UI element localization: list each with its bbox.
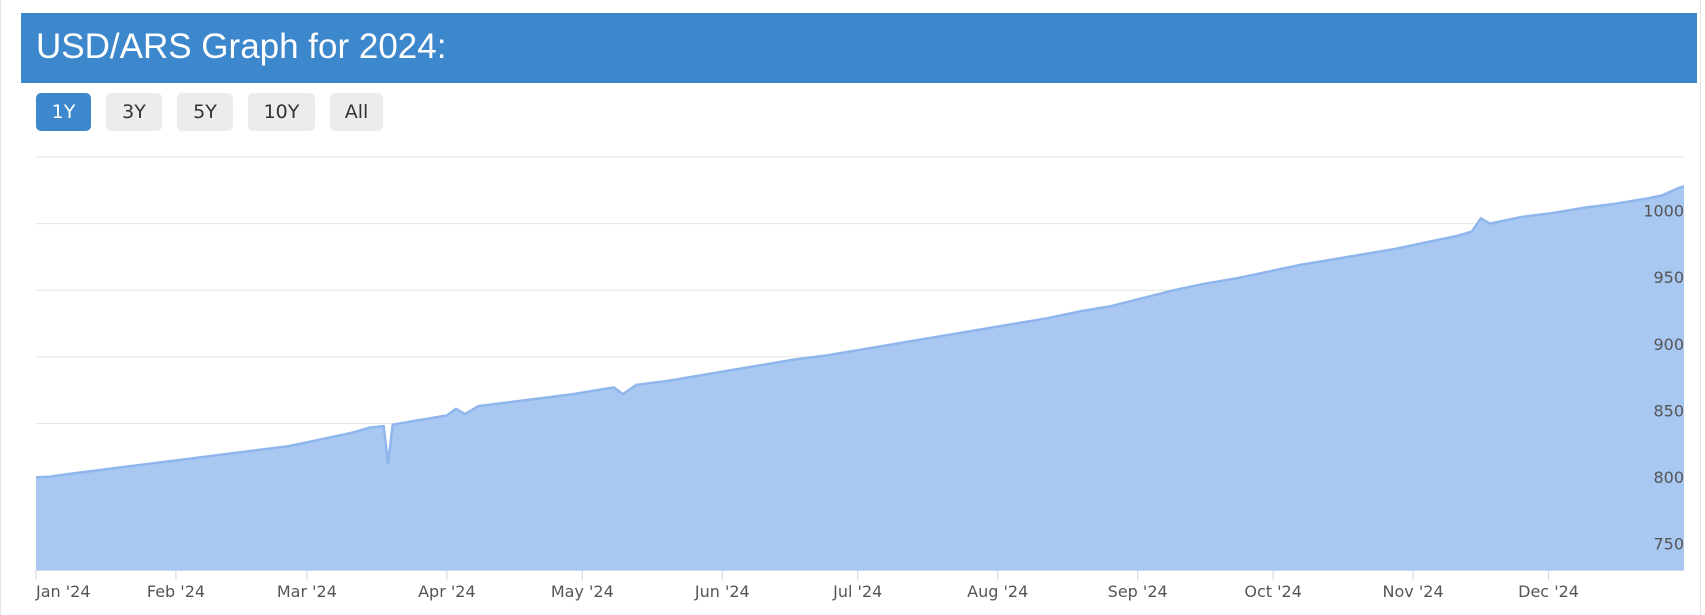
- x-tick-label: Aug '24: [967, 582, 1028, 601]
- range-10y-button[interactable]: 10Y: [248, 93, 315, 131]
- range-all-button[interactable]: All: [330, 93, 383, 131]
- y-tick-label: 1000: [1643, 202, 1684, 221]
- right-border-line: [1700, 0, 1701, 615]
- chart-header: USD/ARS Graph for 2024:: [21, 13, 1697, 83]
- chart-title: USD/ARS Graph for 2024:: [36, 27, 447, 66]
- area-series-line: [35, 185, 1685, 479]
- area-series-fill: [36, 186, 1684, 570]
- x-tick-label: Sep '24: [1108, 582, 1168, 601]
- x-tick-label: Oct '24: [1244, 582, 1302, 601]
- x-tick-label: Jun '24: [694, 582, 750, 601]
- y-tick-label: 750: [1653, 535, 1684, 554]
- x-tick-label: Apr '24: [418, 582, 476, 601]
- x-tick-label: May '24: [551, 582, 614, 601]
- range-1y-button[interactable]: 1Y: [36, 93, 91, 131]
- range-3y-button[interactable]: 3Y: [106, 93, 162, 131]
- usd-ars-area-chart: 750 800 850 900 950 1000 Jan '24 Feb '24 Mar '24…: [35, 156, 1685, 601]
- y-tick-label: 950: [1653, 268, 1684, 287]
- x-tick-label: Jul '24: [832, 582, 882, 601]
- x-tick-label: Nov '24: [1383, 582, 1444, 601]
- y-tick-label: 850: [1653, 401, 1684, 420]
- range-5y-button[interactable]: 5Y: [177, 93, 233, 131]
- x-tick-label: Jan '24: [35, 582, 91, 601]
- x-tick-label: Feb '24: [147, 582, 205, 601]
- y-tick-label: 900: [1653, 335, 1684, 354]
- y-tick-label: 800: [1653, 468, 1684, 487]
- x-tick-label: Mar '24: [277, 582, 337, 601]
- x-tick-label: Dec '24: [1518, 582, 1579, 601]
- left-border-line: [0, 0, 1, 615]
